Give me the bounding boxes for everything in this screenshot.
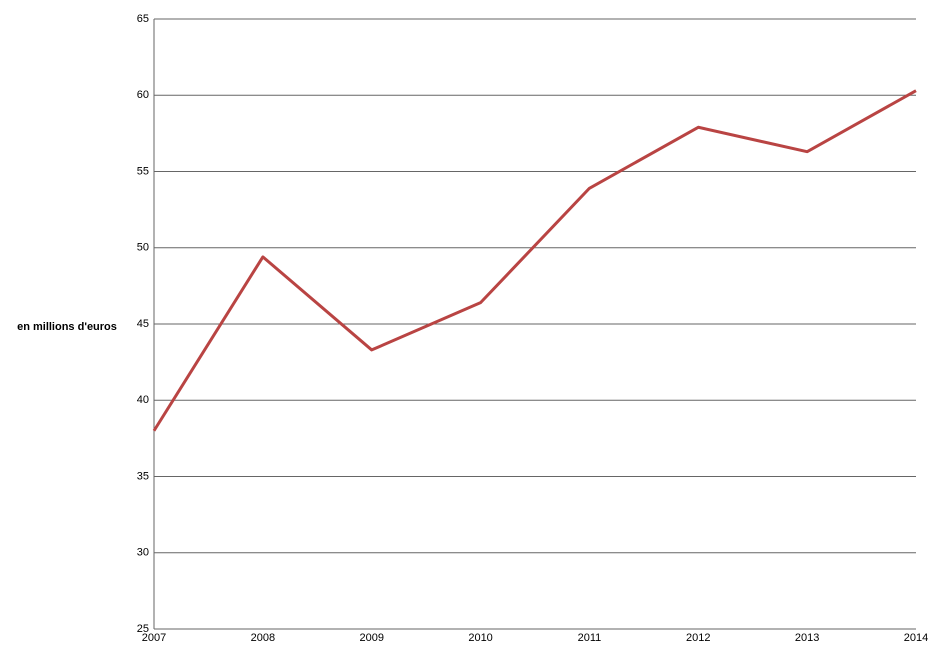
x-tick-label: 2011 xyxy=(578,632,602,644)
x-tick-label: 2013 xyxy=(795,632,819,644)
y-tick-label: 65 xyxy=(137,13,149,25)
y-tick-label: 60 xyxy=(137,89,149,101)
y-tick-label: 40 xyxy=(137,394,149,406)
x-tick-label: 2008 xyxy=(251,632,275,644)
line xyxy=(152,89,917,432)
y-tick-label: 45 xyxy=(137,318,149,330)
y-tick-label: 55 xyxy=(137,165,149,177)
y-tick-label: 30 xyxy=(137,547,149,559)
y-axis-label: en millions d'euros xyxy=(17,321,117,333)
x-tick-label: 2010 xyxy=(468,632,492,644)
y-tick-label: 25 xyxy=(137,623,149,635)
x-tick-label: 2007 xyxy=(142,632,166,644)
x-tick-label: 2014 xyxy=(904,632,928,644)
x-tick-label: 2009 xyxy=(359,632,383,644)
y-tick-label: 35 xyxy=(137,470,149,482)
x-tick-label: 2012 xyxy=(686,632,710,644)
y-tick-label: 50 xyxy=(137,242,149,254)
